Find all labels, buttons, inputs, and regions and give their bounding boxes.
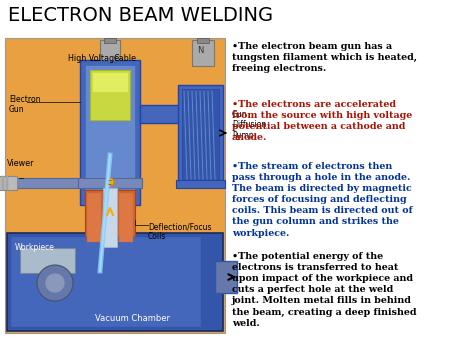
Text: Cable: Cable	[114, 54, 137, 63]
Text: Viewer: Viewer	[7, 159, 35, 168]
FancyBboxPatch shape	[6, 176, 8, 190]
FancyBboxPatch shape	[80, 60, 140, 205]
Text: N: N	[197, 46, 203, 55]
FancyBboxPatch shape	[92, 72, 128, 92]
FancyBboxPatch shape	[100, 40, 120, 60]
FancyBboxPatch shape	[85, 190, 103, 245]
Circle shape	[37, 265, 73, 301]
FancyBboxPatch shape	[178, 85, 223, 185]
FancyBboxPatch shape	[20, 248, 75, 273]
Text: High Voltage: High Voltage	[68, 54, 119, 63]
Circle shape	[106, 178, 114, 186]
FancyBboxPatch shape	[5, 38, 225, 333]
FancyBboxPatch shape	[2, 176, 4, 190]
Text: •The potential energy of the
electrons is transferred to heat
upon impact of the: •The potential energy of the electrons i…	[232, 252, 417, 328]
FancyBboxPatch shape	[7, 178, 78, 188]
FancyBboxPatch shape	[215, 261, 237, 293]
FancyBboxPatch shape	[197, 38, 209, 43]
Text: •The electron beam gun has a
tungsten filament which is heated,
freeing electron: •The electron beam gun has a tungsten fi…	[232, 42, 417, 73]
FancyBboxPatch shape	[78, 178, 142, 188]
FancyBboxPatch shape	[85, 65, 135, 200]
FancyBboxPatch shape	[119, 193, 133, 242]
FancyBboxPatch shape	[182, 89, 219, 181]
FancyBboxPatch shape	[90, 70, 130, 120]
FancyBboxPatch shape	[140, 105, 200, 123]
Text: Workpiece: Workpiece	[15, 243, 55, 252]
Text: Deflection/Focus
Coils: Deflection/Focus Coils	[148, 222, 212, 241]
Circle shape	[45, 273, 65, 293]
FancyBboxPatch shape	[176, 180, 225, 188]
FancyBboxPatch shape	[192, 40, 214, 66]
Text: Electron
Gun: Electron Gun	[9, 95, 40, 114]
FancyBboxPatch shape	[117, 190, 135, 245]
FancyBboxPatch shape	[87, 193, 101, 242]
Text: ELECTRON BEAM WELDING: ELECTRON BEAM WELDING	[8, 6, 273, 25]
FancyBboxPatch shape	[103, 188, 117, 247]
FancyBboxPatch shape	[11, 237, 201, 327]
Text: C: C	[107, 180, 112, 186]
FancyBboxPatch shape	[7, 233, 223, 331]
Text: •The stream of electrons then
pass through a hole in the anode.
The beam is dire: •The stream of electrons then pass throu…	[232, 162, 413, 238]
Text: •The electrons are accelerated
from the source with high voltage
potential betwe: •The electrons are accelerated from the …	[232, 100, 412, 142]
Text: Vacuum Chamber: Vacuum Chamber	[95, 314, 170, 323]
Text: Gun
Diffusion
Pump: Gun Diffusion Pump	[232, 110, 266, 140]
FancyBboxPatch shape	[0, 176, 17, 190]
FancyBboxPatch shape	[104, 38, 116, 43]
